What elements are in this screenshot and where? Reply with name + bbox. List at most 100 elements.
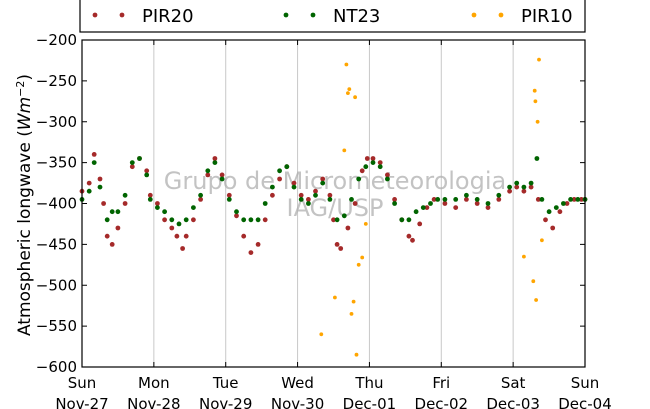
data-point: [417, 221, 423, 227]
data-point: [568, 197, 573, 202]
data-point: [234, 213, 239, 219]
data-point: [86, 188, 92, 194]
data-point: [534, 298, 538, 302]
data-point: [319, 332, 324, 337]
data-point: [262, 201, 268, 206]
data-point: [291, 184, 297, 190]
legend-label: PIR20: [142, 6, 194, 27]
data-point: [109, 242, 115, 247]
data-point: [579, 197, 584, 202]
y-tick-label: −250: [36, 72, 77, 90]
data-point: [334, 242, 340, 247]
y-axis-title-close: ): [15, 74, 35, 81]
data-point: [183, 217, 189, 223]
y-axis-unit: Wm: [15, 97, 35, 130]
data-point: [546, 209, 552, 215]
y-axis-title-text: Atmospheric longwave (: [15, 130, 35, 336]
data-point: [277, 176, 282, 182]
data-point: [91, 160, 97, 166]
data-point: [155, 205, 160, 211]
data-point: [496, 192, 502, 198]
data-point: [550, 225, 556, 231]
legend-marker: [283, 12, 289, 18]
data-point: [241, 217, 247, 223]
grid: [153, 40, 514, 367]
data-point: [248, 217, 254, 223]
watermark-line-1: Grupo de Micrometeorologia: [164, 167, 506, 195]
data-point: [183, 233, 189, 239]
data-point: [104, 233, 110, 239]
data-point: [370, 156, 376, 161]
y-tick-label: −550: [36, 317, 77, 335]
x-tick-label-date: Nov-28: [127, 395, 180, 409]
data-point: [342, 148, 347, 153]
data-point: [532, 88, 537, 93]
data-point: [104, 217, 110, 223]
x-tick-label-day: Thu: [354, 374, 383, 392]
data-point: [270, 192, 275, 198]
data-point: [553, 205, 559, 211]
data-point: [306, 197, 311, 202]
data-point: [543, 217, 548, 223]
data-point: [298, 192, 304, 198]
data-point: [198, 197, 204, 202]
y-axis-title: Atmospheric longwave (Wm−2): [14, 74, 36, 336]
data-point: [364, 156, 370, 161]
data-point: [474, 201, 480, 206]
x-tick-label-date: Dec-01: [343, 395, 397, 409]
data-point: [162, 217, 168, 223]
data-point: [413, 209, 419, 215]
data-point: [514, 184, 520, 190]
data-point: [521, 184, 527, 190]
data-point: [144, 168, 150, 174]
x-tick-label-day: Wed: [281, 374, 314, 392]
data-point: [521, 188, 527, 194]
data-point: [496, 197, 502, 202]
x-tick-label-date: Nov-27: [55, 395, 108, 409]
data-point: [561, 201, 566, 206]
data-point: [346, 91, 350, 95]
x-tick-label-date: Nov-30: [271, 395, 324, 409]
y-tick-label: −350: [36, 154, 77, 172]
data-point: [162, 209, 168, 215]
series-pir10: [319, 57, 544, 357]
data-point: [284, 164, 290, 170]
data-point: [435, 197, 441, 202]
data-point: [122, 201, 128, 206]
data-point: [370, 160, 376, 166]
data-point: [219, 172, 225, 178]
data-point: [347, 87, 352, 91]
data-point: [255, 217, 261, 223]
data-point: [531, 279, 536, 284]
data-point: [377, 160, 383, 166]
data-point: [176, 221, 182, 227]
data-point: [385, 176, 390, 182]
legend-marker: [92, 12, 98, 18]
data-point: [539, 197, 545, 202]
data-point: [424, 205, 430, 211]
data-point: [533, 99, 538, 104]
data-point: [327, 197, 333, 202]
data-point: [109, 209, 115, 215]
data-point: [334, 217, 340, 223]
data-point: [353, 95, 357, 100]
legend-label: PIR10: [521, 6, 573, 27]
x-tick-label-date: Dec-04: [558, 395, 612, 409]
data-point: [571, 197, 577, 202]
legend-marker: [498, 12, 504, 18]
data-point: [97, 176, 103, 182]
data-point: [101, 201, 106, 206]
data-point: [333, 295, 337, 300]
data-point: [180, 246, 186, 251]
data-point: [442, 197, 448, 202]
data-point: [205, 172, 211, 178]
legend: PIR20 NT23 PIR10: [79, 0, 586, 33]
data-point: [226, 197, 232, 202]
data-point: [234, 209, 239, 215]
y-tick-label: −300: [36, 113, 77, 131]
data-point: [248, 250, 254, 256]
data-point: [255, 242, 261, 247]
data-point: [540, 238, 544, 243]
data-point: [420, 205, 426, 211]
data-point: [320, 176, 326, 182]
